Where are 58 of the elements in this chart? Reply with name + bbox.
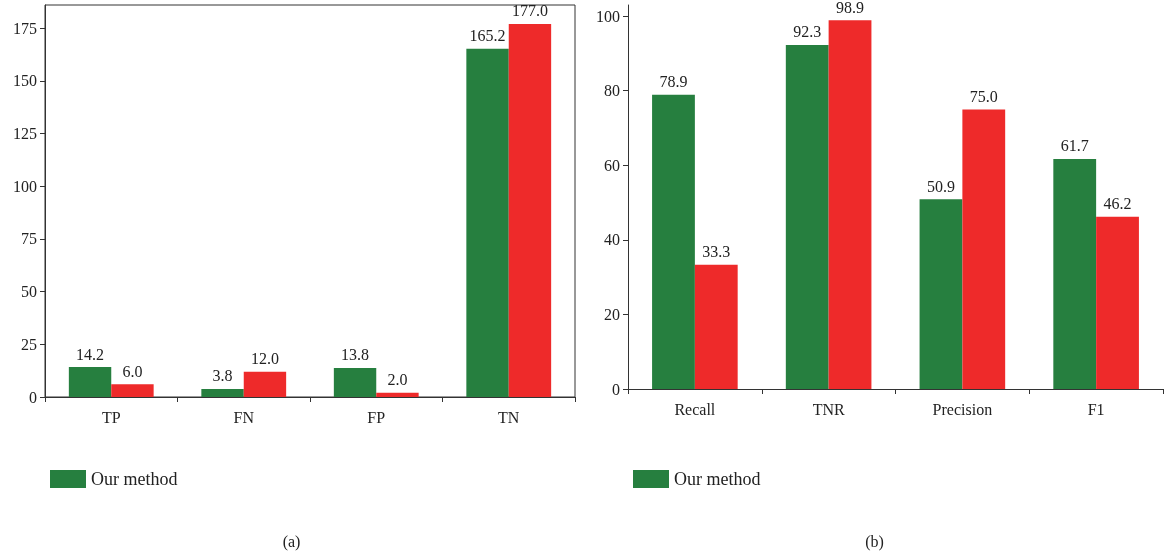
data-label: 14.2 bbox=[76, 345, 105, 363]
y-tick-label: 20 bbox=[604, 305, 620, 323]
bar bbox=[1096, 216, 1139, 389]
y-tick-label: 60 bbox=[604, 156, 620, 174]
y-tick-label: 100 bbox=[13, 177, 37, 195]
data-label: 2.0 bbox=[387, 371, 408, 389]
y-tick-label: 125 bbox=[13, 125, 37, 143]
x-tick-label: TN bbox=[498, 408, 520, 426]
y-tick-label: 75 bbox=[21, 230, 37, 248]
data-label: 50.9 bbox=[926, 177, 955, 195]
x-tick-label: Recall bbox=[674, 400, 716, 418]
y-tick-label: 175 bbox=[13, 19, 37, 37]
bar bbox=[243, 371, 287, 397]
x-tick-label: Precision bbox=[932, 400, 993, 418]
bar bbox=[508, 23, 552, 397]
data-label: 165.2 bbox=[469, 27, 506, 45]
y-tick-label: 0 bbox=[612, 380, 620, 398]
x-tick-label: FP bbox=[367, 408, 386, 426]
y-tick-label: 0 bbox=[29, 388, 37, 406]
legend-label: Our method bbox=[91, 469, 178, 489]
text: (b) bbox=[865, 532, 884, 551]
bar bbox=[694, 264, 738, 389]
bar bbox=[1053, 158, 1097, 389]
x-tick-label: TNR bbox=[812, 400, 845, 418]
data-label: 6.0 bbox=[122, 362, 143, 380]
bar bbox=[68, 367, 112, 397]
x-tick-label: F1 bbox=[1087, 400, 1105, 418]
bar bbox=[962, 109, 1006, 389]
data-label: 12.0 bbox=[250, 350, 279, 368]
y-tick-label: 40 bbox=[604, 231, 620, 249]
data-label: 177.0 bbox=[511, 2, 548, 20]
legend-label: Our method bbox=[674, 469, 761, 489]
data-label: 98.9 bbox=[836, 0, 865, 16]
y-tick-label: 25 bbox=[21, 335, 37, 353]
y-tick-label: 50 bbox=[21, 283, 37, 301]
data-label: 46.2 bbox=[1103, 195, 1132, 213]
bar bbox=[466, 48, 509, 397]
bar bbox=[828, 20, 872, 389]
data-label: 3.8 bbox=[212, 367, 233, 385]
data-label: 78.9 bbox=[659, 73, 688, 91]
data-label: 75.0 bbox=[969, 87, 998, 105]
bar bbox=[201, 388, 244, 397]
y-tick-label: 150 bbox=[13, 72, 37, 90]
data-label: 92.3 bbox=[793, 23, 822, 41]
y-tick-label: 80 bbox=[604, 82, 620, 100]
bar bbox=[111, 384, 154, 397]
y-tick-label: 100 bbox=[596, 7, 620, 25]
x-tick-label: FN bbox=[233, 408, 255, 426]
bar bbox=[785, 44, 829, 389]
bar bbox=[652, 94, 695, 389]
data-label: 61.7 bbox=[1060, 137, 1089, 155]
bar bbox=[376, 392, 419, 397]
bar bbox=[333, 367, 377, 397]
text: (a) bbox=[282, 532, 301, 551]
x-tick-label: TP bbox=[101, 408, 121, 426]
data-label: 13.8 bbox=[341, 346, 370, 364]
data-label: 33.3 bbox=[702, 243, 731, 261]
bar bbox=[919, 199, 963, 389]
